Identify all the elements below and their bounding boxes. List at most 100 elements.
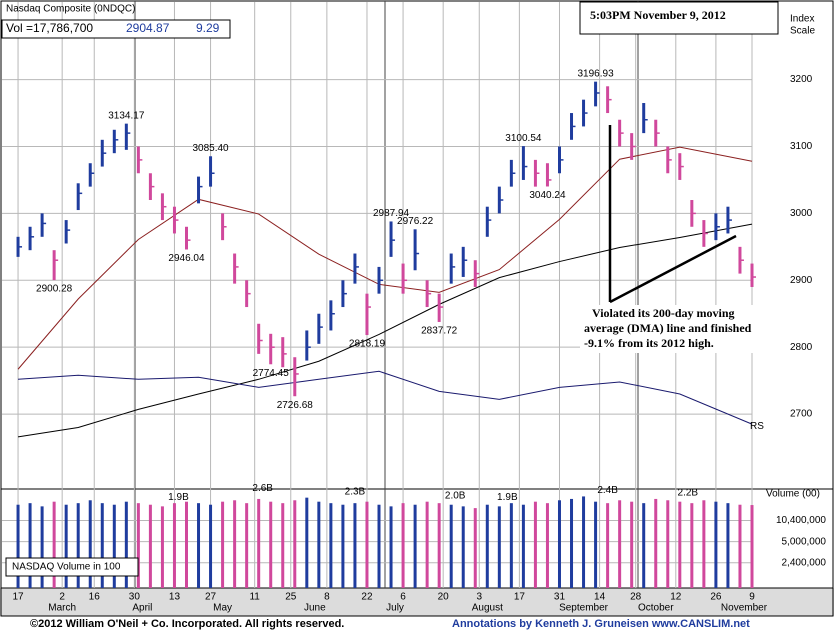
price-annotation: 2900.28 xyxy=(36,284,73,295)
volume-bar xyxy=(401,503,405,588)
volume-bar xyxy=(341,504,345,588)
month-label: November xyxy=(721,603,768,614)
price-annotation: 2837.72 xyxy=(421,326,458,337)
note-line: -9.1% from its 2012 high. xyxy=(584,336,714,350)
volume-bar xyxy=(100,503,104,588)
volume-bar xyxy=(64,504,68,588)
volume-annotation: 2.6B xyxy=(252,483,273,494)
volume-bar xyxy=(606,503,610,588)
volume-bar xyxy=(690,503,694,588)
volume-bar xyxy=(738,504,742,588)
volume-bar xyxy=(582,496,586,588)
x-tick-label: 16 xyxy=(89,592,101,603)
volume-bar xyxy=(521,504,525,588)
volume-bar xyxy=(570,498,574,588)
price-annotation: 2946.04 xyxy=(168,253,205,264)
volume-bar xyxy=(437,503,441,588)
volume-bar xyxy=(618,500,622,588)
volume-bar xyxy=(365,501,369,588)
quote-price: 2904.87 xyxy=(126,21,170,35)
month-label: August xyxy=(472,603,503,614)
x-tick-label: 26 xyxy=(710,592,722,603)
volume-bar xyxy=(172,503,176,588)
line-series xyxy=(18,370,753,425)
volume-axis-title: Volume (00) xyxy=(766,489,820,500)
footer-right: Annotations by Kenneth J. Gruneisen www.… xyxy=(452,618,750,630)
month-label: March xyxy=(48,603,76,614)
y-tick-label: 3000 xyxy=(790,208,813,219)
price-annotation: 3040.24 xyxy=(529,190,566,201)
volume-bar xyxy=(726,503,730,588)
price-annotation: 2818.19 xyxy=(349,339,386,350)
y-tick-label: 3100 xyxy=(790,141,813,152)
axis-title: Index xyxy=(790,14,814,25)
month-label: May xyxy=(213,603,232,614)
x-tick-label: 3 xyxy=(476,592,482,603)
timestamp: 5:03PM November 9, 2012 xyxy=(590,8,726,22)
y-tick-label: 3200 xyxy=(790,74,813,85)
y-tick-label: 2900 xyxy=(790,275,813,286)
volume-tick-label: 10,400,000 xyxy=(776,515,826,526)
price-annotation: 2987.94 xyxy=(373,208,410,219)
volume-bar xyxy=(281,503,285,588)
y-tick-label: 2800 xyxy=(790,342,813,353)
x-tick-label: 28 xyxy=(630,592,642,603)
quote-volume: Vol =17,786,700 xyxy=(6,21,93,35)
volume-bar xyxy=(124,501,128,588)
volume-bar xyxy=(594,501,598,588)
x-tick-label: 8 xyxy=(324,592,330,603)
volume-annotation: 2.4B xyxy=(597,485,618,496)
volume-bar xyxy=(28,503,32,588)
volume-annotation: 1.9B xyxy=(497,492,518,503)
x-tick-label: 13 xyxy=(169,592,181,603)
volume-bar xyxy=(269,501,273,588)
price-annotation: 2976.22 xyxy=(397,216,434,227)
volume-bar xyxy=(377,504,381,588)
month-label: October xyxy=(638,603,674,614)
volume-legend-box xyxy=(5,557,139,577)
volume-bar xyxy=(40,506,44,588)
x-tick-label: 20 xyxy=(438,592,450,603)
axis-title: Scale xyxy=(790,26,815,37)
volume-bar xyxy=(184,501,188,588)
volume-bar xyxy=(473,508,477,588)
x-tick-label: 30 xyxy=(129,592,141,603)
note-line: Violated its 200-day moving xyxy=(592,306,735,320)
timestamp-box xyxy=(579,1,779,35)
date-axis-band xyxy=(0,588,834,616)
volume-bar xyxy=(317,501,321,588)
volume-bar xyxy=(557,500,561,588)
volume-bar xyxy=(702,500,706,588)
volume-bar xyxy=(16,504,20,588)
volume-bar xyxy=(209,504,213,588)
volume-bar xyxy=(497,506,501,588)
quote-change: 9.29 xyxy=(196,21,220,35)
volume-annotation: 1.9B xyxy=(168,492,189,503)
volume-bar xyxy=(654,498,658,588)
volume-bar xyxy=(233,500,237,588)
x-tick-label: 31 xyxy=(554,592,566,603)
volume-bar xyxy=(678,501,682,588)
volume-bar xyxy=(293,500,297,588)
volume-bar xyxy=(545,503,549,588)
note-box xyxy=(580,305,788,353)
price-annotation: 3100.54 xyxy=(505,133,542,144)
annotation-arrow xyxy=(609,234,737,304)
volume-bar xyxy=(425,501,429,588)
quote-box xyxy=(1,19,231,39)
volume-tick-label: 2,400,000 xyxy=(782,557,827,568)
footer-left: ©2012 William O'Neil + Co. Incorporated.… xyxy=(30,618,344,630)
volume-bar xyxy=(461,506,465,588)
frame xyxy=(0,0,834,617)
line-series xyxy=(17,223,753,438)
volume-bar xyxy=(136,503,140,588)
x-tick-label: 25 xyxy=(285,592,297,603)
volume-bar xyxy=(245,503,249,588)
note-line: average (DMA) line and finished xyxy=(584,321,752,335)
month-label: June xyxy=(304,603,326,614)
x-tick-label: 9 xyxy=(749,592,755,603)
x-tick-label: 6 xyxy=(400,592,406,603)
volume-bar xyxy=(485,504,489,588)
volume-bar xyxy=(353,503,357,588)
